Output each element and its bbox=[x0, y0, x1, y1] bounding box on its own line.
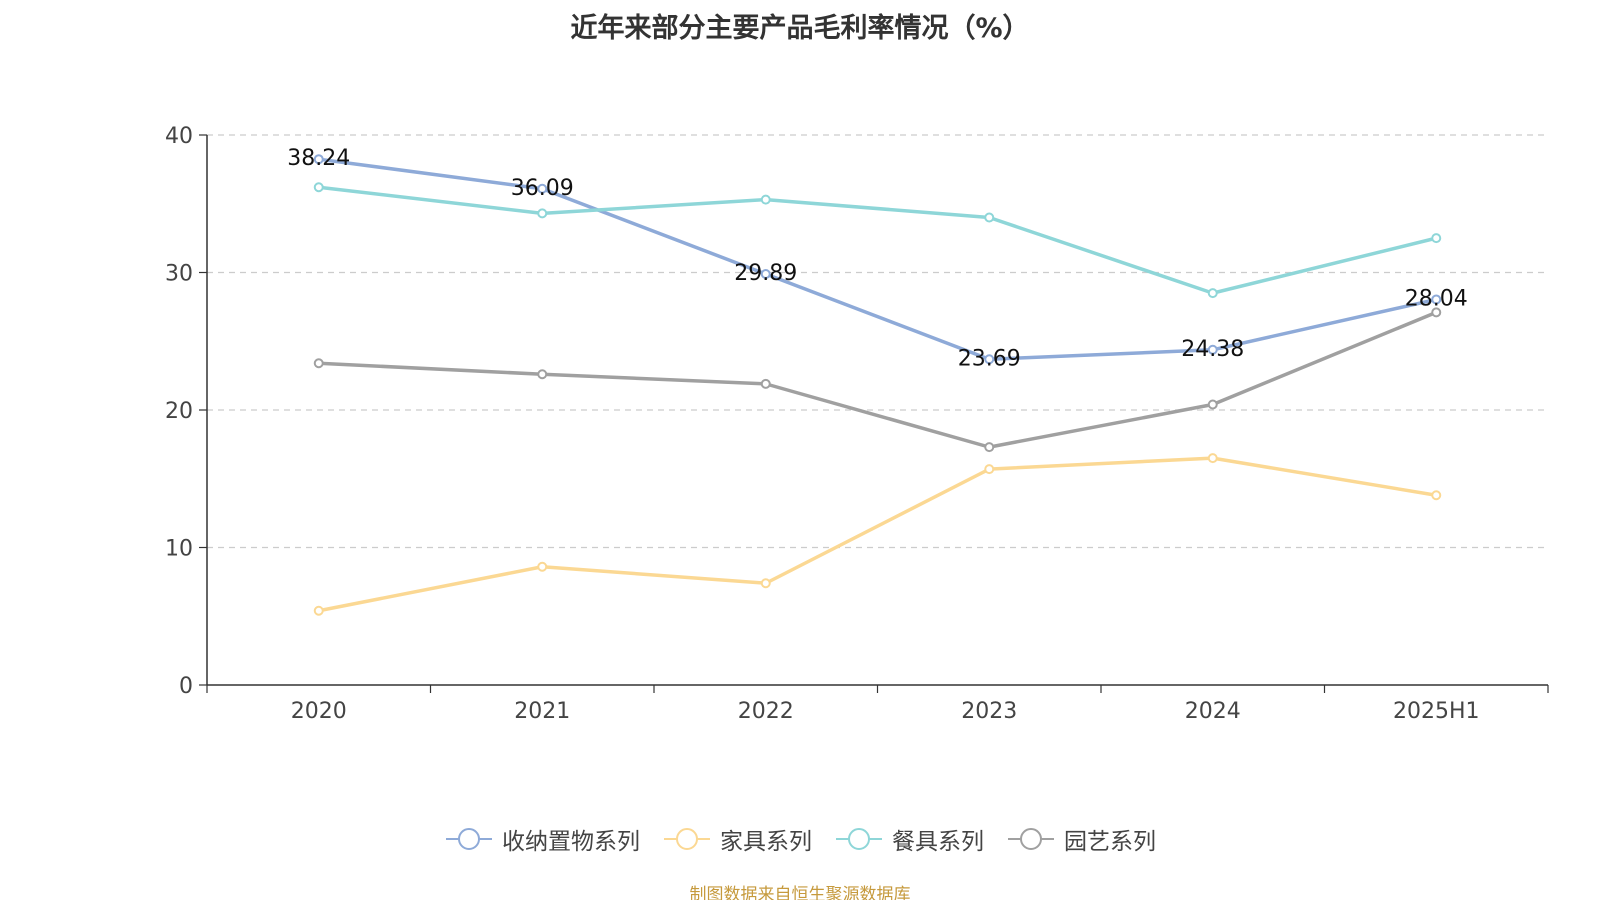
data-point bbox=[537, 183, 548, 194]
data-point bbox=[313, 154, 324, 165]
source-note: 制图数据来自恒生聚源数据库 bbox=[689, 885, 911, 900]
legend-circle bbox=[1020, 828, 1042, 850]
y-tick-label: 0 bbox=[179, 674, 193, 699]
data-label: 24.38 bbox=[1181, 337, 1244, 362]
legend-item[interactable]: 收纳置物系列 bbox=[444, 822, 640, 856]
data-point bbox=[537, 208, 548, 219]
data-point bbox=[1207, 344, 1218, 355]
line-chart: 0 10 20 30 40 2020 2021 2022 2023 2024 2025H1 38.24… bbox=[165, 124, 1549, 724]
data-point bbox=[1207, 399, 1218, 410]
series-3 bbox=[313, 182, 1442, 299]
data-point bbox=[1207, 288, 1218, 299]
y-tick-label: 30 bbox=[165, 262, 193, 287]
y-tick-label: 20 bbox=[165, 399, 193, 424]
y-tick-label: 10 bbox=[165, 537, 193, 562]
series-2 bbox=[313, 453, 1442, 616]
data-label: 36.09 bbox=[511, 176, 574, 201]
series-line bbox=[318, 157, 1437, 362]
legend-circle bbox=[458, 828, 480, 850]
data-point bbox=[537, 561, 548, 572]
legend-marker-icon bbox=[446, 828, 492, 850]
x-tick-label: 2025H1 bbox=[1393, 699, 1480, 724]
x-tick-label: 2020 bbox=[291, 699, 347, 724]
data-point bbox=[984, 354, 995, 365]
legend: 收纳置物系列 家具系列 餐具系列 园艺系列 bbox=[0, 822, 1600, 856]
data-point bbox=[1207, 453, 1218, 464]
data-point bbox=[760, 378, 771, 389]
x-tick-label: 2021 bbox=[514, 699, 570, 724]
data-label: 29.89 bbox=[734, 261, 797, 286]
chart-title: 近年来部分主要产品毛利率情况（%） bbox=[570, 13, 1030, 44]
legend-circle bbox=[848, 828, 870, 850]
legend-marker-icon bbox=[1008, 828, 1054, 850]
data-point bbox=[984, 212, 995, 223]
data-label: 28.04 bbox=[1405, 286, 1468, 311]
data-point bbox=[1431, 294, 1442, 305]
series-line bbox=[318, 185, 1437, 295]
legend-item[interactable]: 餐具系列 bbox=[834, 822, 984, 856]
legend-item[interactable]: 园艺系列 bbox=[1006, 822, 1156, 856]
series-line bbox=[318, 310, 1437, 449]
data-point bbox=[537, 369, 548, 380]
data-point bbox=[1431, 307, 1442, 318]
data-point bbox=[760, 194, 771, 205]
data-point bbox=[1431, 490, 1442, 501]
data-point bbox=[313, 358, 324, 369]
legend-label: 餐具系列 bbox=[892, 829, 984, 855]
legend-label: 园艺系列 bbox=[1064, 829, 1156, 855]
series-1 bbox=[313, 154, 1442, 365]
series-4 bbox=[313, 307, 1442, 453]
data-point bbox=[760, 269, 771, 280]
legend-label: 收纳置物系列 bbox=[502, 829, 640, 855]
data-label: 38.24 bbox=[287, 146, 350, 171]
x-tick-label: 2024 bbox=[1185, 699, 1241, 724]
legend-marker-icon bbox=[664, 828, 710, 850]
y-tick-label: 40 bbox=[165, 124, 193, 149]
legend-circle bbox=[676, 828, 698, 850]
data-point bbox=[984, 442, 995, 453]
legend-marker-icon bbox=[836, 828, 882, 850]
series-line bbox=[318, 456, 1437, 613]
data-point bbox=[760, 578, 771, 589]
data-point bbox=[1431, 233, 1442, 244]
data-point bbox=[984, 464, 995, 475]
data-label: 23.69 bbox=[958, 346, 1021, 371]
data-point bbox=[313, 605, 324, 616]
legend-label: 家具系列 bbox=[720, 829, 812, 855]
x-tick-label: 2023 bbox=[961, 699, 1017, 724]
legend-item[interactable]: 家具系列 bbox=[662, 822, 812, 856]
x-tick-label: 2022 bbox=[738, 699, 794, 724]
data-point bbox=[313, 182, 324, 193]
